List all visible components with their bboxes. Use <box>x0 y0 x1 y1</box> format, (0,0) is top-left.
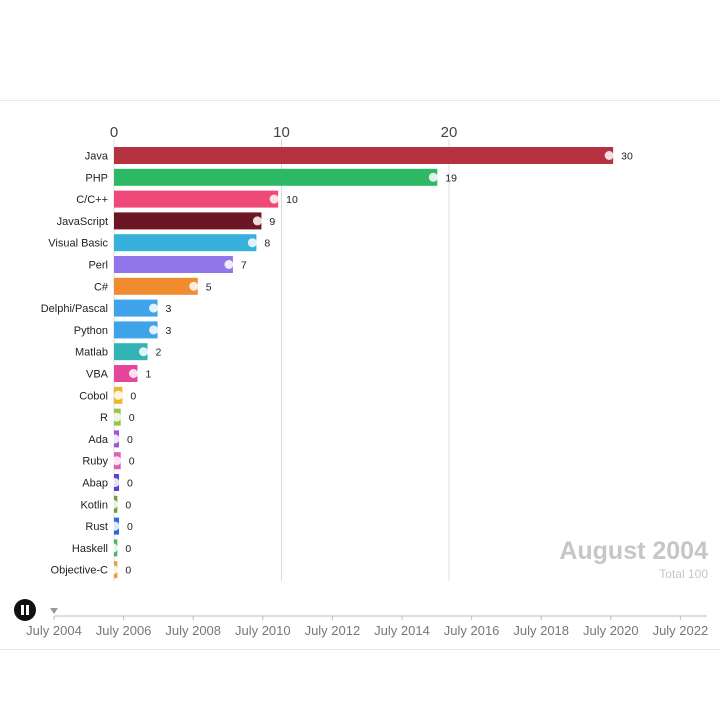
bar <box>114 256 233 273</box>
timeline-label: July 2008 <box>165 623 221 638</box>
language-logo-icon <box>247 238 257 248</box>
bar <box>114 343 148 361</box>
category-label: Abap <box>82 478 108 490</box>
category-label: Matlab <box>75 347 108 359</box>
value-label: 0 <box>125 565 131 577</box>
current-date-label: August 2004 <box>559 537 708 565</box>
value-label: 0 <box>130 390 136 402</box>
language-logo-icon <box>110 478 120 487</box>
pause-button[interactable] <box>14 599 36 621</box>
language-logo-icon <box>428 172 438 182</box>
value-label: 0 <box>127 434 133 446</box>
category-label: PHP <box>85 172 108 184</box>
total-label: Total 100 <box>659 567 708 581</box>
category-label: Visual Basic <box>48 238 108 250</box>
category-label: Objective-C <box>51 565 109 577</box>
value-label: 9 <box>269 216 275 228</box>
value-label: 0 <box>127 521 133 533</box>
value-label: 2 <box>156 347 162 359</box>
value-label: 3 <box>166 325 172 337</box>
timeline-label: July 2016 <box>444 623 500 638</box>
language-logo-icon <box>269 194 279 204</box>
x-tick-label: 10 <box>273 124 290 141</box>
timeline-label: July 2012 <box>305 623 361 638</box>
value-label: 0 <box>125 499 131 511</box>
category-label: VBA <box>86 369 109 381</box>
category-label: Ruby <box>82 456 108 468</box>
language-logo-icon <box>139 347 148 357</box>
category-label: Delphi/Pascal <box>41 303 108 315</box>
value-label: 3 <box>166 303 172 315</box>
timeline-label: July 2004 <box>26 623 82 638</box>
pause-icon <box>26 605 29 615</box>
category-label: Rust <box>85 521 108 533</box>
bar <box>114 147 614 164</box>
timeline[interactable]: July 2004 July 2006 July 2008 July 2010 July… <box>0 599 720 649</box>
value-label: 7 <box>241 260 247 272</box>
value-label: 1 <box>145 369 151 381</box>
language-logo-icon <box>128 369 138 378</box>
timeline-label: July 2014 <box>374 623 430 638</box>
chart-container: 0 10 20 Java 30 PHP 19 C/C++ 10 JavaScript 9 Visual… <box>0 100 720 650</box>
pause-icon <box>21 605 24 615</box>
timeline-label: July 2020 <box>583 623 639 638</box>
bar <box>114 277 198 295</box>
timeline-handle[interactable] <box>50 608 58 614</box>
language-logo-icon <box>108 499 118 509</box>
playback-controls: July 2004 July 2006 July 2008 July 2010 July… <box>0 599 720 649</box>
language-logo-icon <box>110 521 120 531</box>
category-label: Java <box>85 151 109 163</box>
value-label: 0 <box>125 543 131 555</box>
value-label: 10 <box>286 194 298 206</box>
bar <box>114 212 262 230</box>
language-logo-icon <box>113 390 123 400</box>
category-label: Cobol <box>79 390 108 402</box>
category-label: C# <box>94 281 109 293</box>
category-label: Python <box>74 325 108 337</box>
language-logo-icon <box>112 412 122 422</box>
bar <box>114 234 257 252</box>
language-logo-icon <box>110 434 120 444</box>
bar <box>114 168 438 186</box>
language-logo-icon <box>224 260 234 269</box>
value-label: 30 <box>621 151 633 163</box>
timeline-label: July 2006 <box>96 623 152 638</box>
value-label: 0 <box>129 456 135 468</box>
category-label: Ada <box>88 434 108 446</box>
bar <box>114 190 279 208</box>
language-logo-icon <box>604 151 614 160</box>
bar <box>114 365 138 382</box>
timeline-label: July 2010 <box>235 623 291 638</box>
x-tick-label: 20 <box>441 124 458 141</box>
bar <box>114 299 158 317</box>
language-logo-icon <box>149 303 159 313</box>
language-logo-icon <box>112 456 122 466</box>
category-label: R <box>100 412 108 424</box>
language-logo-icon <box>108 565 118 575</box>
language-logo-icon <box>252 216 262 226</box>
category-label: Haskell <box>72 543 108 555</box>
category-label: C/C++ <box>76 194 108 206</box>
category-label: Kotlin <box>80 499 108 511</box>
category-label: JavaScript <box>57 216 108 228</box>
language-logo-icon <box>108 543 118 553</box>
language-logo-icon <box>149 325 159 335</box>
bar <box>114 321 158 339</box>
timeline-label: July 2022 <box>653 623 709 638</box>
language-logo-icon <box>189 281 199 291</box>
value-label: 5 <box>206 281 212 293</box>
x-tick-label: 0 <box>110 124 118 141</box>
value-label: 0 <box>129 412 135 424</box>
timeline-label: July 2018 <box>513 623 569 638</box>
value-label: 19 <box>445 172 457 184</box>
category-label: Perl <box>88 260 108 272</box>
value-label: 0 <box>127 478 133 490</box>
value-label: 8 <box>264 238 270 250</box>
